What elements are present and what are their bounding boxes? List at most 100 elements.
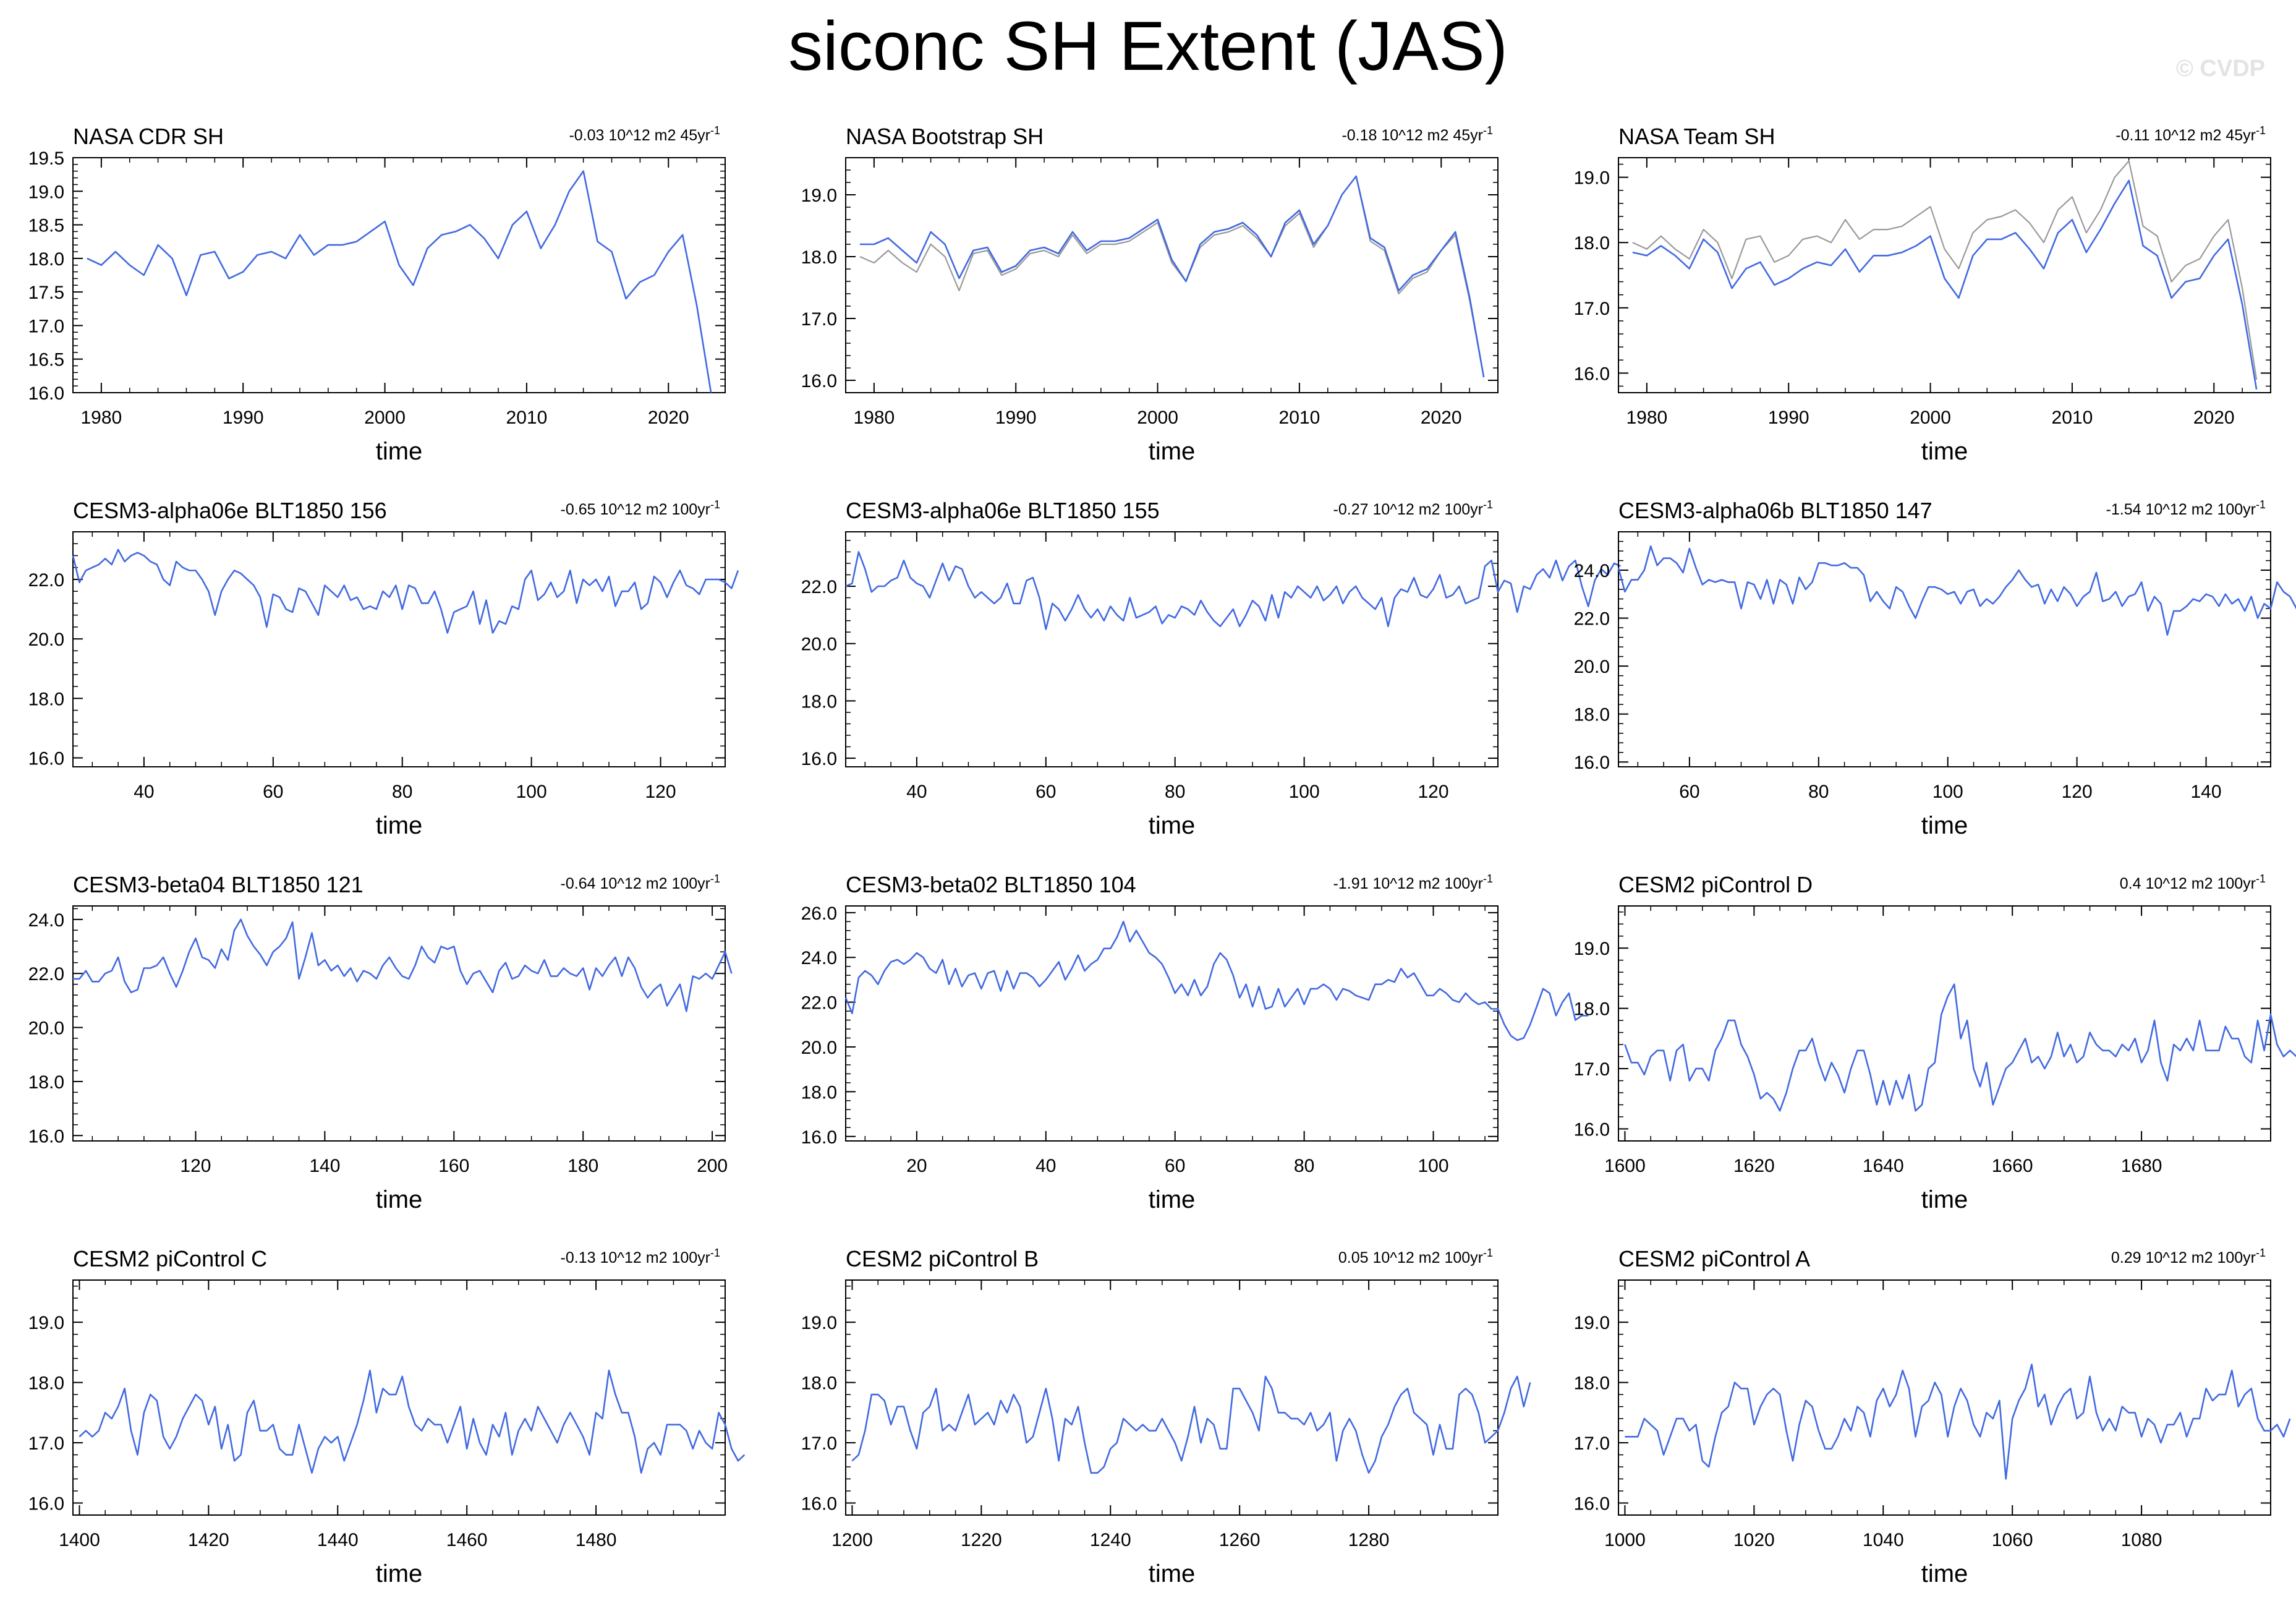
plot-frame [1618,531,2271,767]
x-tick-label: 120 [645,782,676,802]
y-tick-label: 19.0 [801,1313,837,1333]
chart-panel-12: CESM2 piControl A 0.29 10^12 m2 100yr-1 16… [1574,1246,2291,1587]
trend-value: -0.27 10^12 m2 100yr [1333,501,1483,518]
x-axis-label: time [376,1186,423,1213]
y-tick-label: 16.0 [1574,364,1610,384]
y-tick-label: 18.5 [28,216,64,236]
x-tick-label: 1220 [961,1530,1002,1550]
x-tick-label: 1240 [1090,1530,1131,1550]
x-tick-label: 1640 [1863,1156,1904,1176]
y-tick-label: 19.0 [801,186,837,206]
x-tick-label: 1040 [1863,1530,1904,1550]
series-line [1617,545,2296,636]
series-line [1624,983,2296,1112]
x-tick-label: 1200 [831,1530,873,1550]
x-tick-label: 1400 [59,1530,100,1550]
x-axis-label: time [376,438,423,465]
x-tick-label: 1620 [1733,1156,1775,1176]
y-tick-label: 22.0 [28,964,64,984]
x-tick-label: 1660 [1992,1156,2033,1176]
panel-title: CESM2 piControl D [1618,872,1813,897]
x-tick-label: 1600 [1604,1156,1646,1176]
trend-exponent: -1 [1483,873,1493,885]
panel-title: CESM2 piControl B [846,1246,1039,1271]
trend-exponent: -1 [2256,1247,2266,1259]
watermark: © CVDP [2175,56,2265,82]
y-tick-label: 18.0 [801,247,837,268]
y-tick-label: 19.0 [1574,168,1610,189]
x-tick-label: 100 [516,782,547,802]
y-tick-label: 19.0 [28,1313,64,1333]
x-axis-label: time [1149,1186,1196,1213]
y-tick-label: 16.0 [1574,1494,1610,1514]
y-tick-label: 17.5 [28,283,64,303]
y-tick-label: 16.0 [28,383,64,404]
y-tick-label: 16.0 [28,1126,64,1146]
trend-value: -0.65 10^12 m2 100yr [561,501,710,518]
x-tick-label: 180 [568,1156,598,1176]
plot-frame [845,905,1499,1142]
y-tick-label: 18.0 [1574,233,1610,254]
series-line [844,921,1589,1041]
panel-title: CESM3-alpha06b BLT1850 147 [1618,498,1932,523]
trend-label: -1.91 10^12 m2 100yr-1 [1333,873,1493,892]
trend-label: -0.27 10^12 m2 100yr-1 [1333,498,1493,518]
y-tick-label: 22.0 [801,993,837,1014]
series-line [1632,179,2258,390]
trend-value: -1.91 10^12 m2 100yr [1333,875,1483,892]
x-tick-label: 2020 [2193,408,2235,428]
trend-label: -0.03 10^12 m2 45yr-1 [569,124,720,144]
plot-frame [72,905,726,1142]
x-axis-label: time [1921,1560,1968,1587]
trend-exponent: -1 [710,498,720,511]
reference-series-line [1632,160,2258,380]
y-tick-label: 18.0 [801,1373,837,1394]
series-line [72,549,739,634]
x-tick-label: 1990 [223,408,264,428]
x-tick-label: 60 [1679,782,1699,802]
x-tick-label: 1280 [1348,1530,1390,1550]
reference-series-line [859,175,1485,378]
x-tick-label: 120 [2062,782,2093,802]
plot-frame [845,1279,1499,1516]
trend-exponent: -1 [710,124,720,137]
trend-exponent: -1 [1483,124,1493,137]
chart-panel-1: NASA CDR SH -0.03 10^12 m2 45yr-1 16.0 16.5… [28,124,726,465]
y-tick-label: 17.0 [28,316,64,336]
x-tick-label: 2010 [2052,408,2093,428]
panel-title: CESM3-beta02 BLT1850 104 [846,872,1136,897]
y-tick-label: 18.0 [1574,999,1610,1020]
trend-label: -0.11 10^12 m2 45yr-1 [2115,124,2266,144]
y-tick-label: 16.0 [801,1127,837,1148]
chart-panel-4: CESM3-alpha06e BLT1850 156 -0.65 10^12 m2… [28,498,739,839]
trend-value: -0.18 10^12 m2 45yr [1341,127,1483,144]
trend-label: -1.54 10^12 m2 100yr-1 [2106,498,2266,518]
panel-title: NASA Bootstrap SH [846,124,1044,149]
chart-panel-7: CESM3-beta04 BLT1850 121 -0.64 10^12 m2 1… [28,872,733,1213]
x-tick-label: 1990 [995,408,1037,428]
trend-exponent: -1 [710,1247,720,1259]
trend-exponent: -1 [2256,498,2266,511]
x-tick-label: 80 [1808,782,1829,802]
plot-frame [72,531,726,767]
y-tick-label: 16.0 [28,1494,64,1514]
series-line [1625,1364,2291,1480]
y-tick-label: 20.0 [801,1038,837,1058]
y-tick-label: 22.0 [801,577,837,597]
y-tick-label: 19.0 [1574,1313,1610,1333]
x-tick-label: 60 [1165,1156,1185,1176]
y-tick-label: 19.5 [28,148,64,169]
x-tick-label: 100 [1418,1156,1449,1176]
trend-exponent: -1 [1483,498,1493,511]
panel-title: NASA Team SH [1618,124,1775,149]
y-tick-label: 18.0 [1574,705,1610,725]
y-tick-label: 24.0 [801,948,837,968]
x-tick-label: 140 [2191,782,2222,802]
chart-panel-10: CESM2 piControl C -0.13 10^12 m2 100yr-1 1… [28,1246,746,1587]
y-tick-label: 19.0 [1574,939,1610,959]
chart-panel-11: CESM2 piControl B 0.05 10^12 m2 100yr-1 16… [801,1246,1531,1587]
x-tick-label: 20 [906,1156,927,1176]
chart-panel-2: NASA Bootstrap SH -0.18 10^12 m2 45yr-1 16… [801,124,1499,465]
y-tick-label: 18.0 [28,1072,64,1093]
x-axis-label: time [1149,438,1196,465]
